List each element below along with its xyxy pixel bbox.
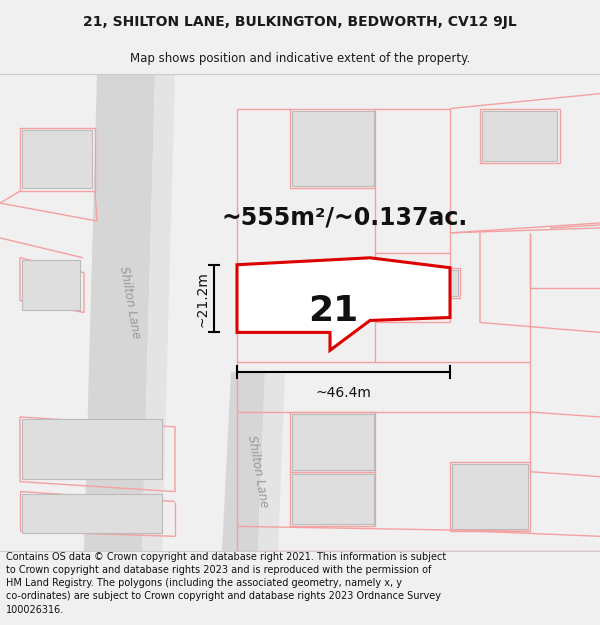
- Bar: [22, 131, 92, 188]
- Text: ~46.4m: ~46.4m: [316, 386, 371, 400]
- Text: Shilton Lane: Shilton Lane: [245, 434, 271, 509]
- Bar: [432, 270, 458, 296]
- Polygon shape: [84, 74, 155, 551]
- Text: Map shows position and indicative extent of the property.: Map shows position and indicative extent…: [130, 52, 470, 64]
- Text: Contains OS data © Crown copyright and database right 2021. This information is : Contains OS data © Crown copyright and d…: [6, 552, 446, 614]
- Text: ~21.2m: ~21.2m: [195, 271, 209, 326]
- Bar: [292, 111, 374, 186]
- Polygon shape: [258, 372, 285, 551]
- Bar: [292, 474, 374, 524]
- Polygon shape: [142, 74, 175, 551]
- Text: 21: 21: [308, 294, 359, 328]
- Bar: [22, 419, 162, 479]
- Text: ~555m²/~0.137ac.: ~555m²/~0.137ac.: [222, 206, 468, 230]
- Bar: [292, 414, 374, 469]
- Text: 21, SHILTON LANE, BULKINGTON, BEDWORTH, CV12 9JL: 21, SHILTON LANE, BULKINGTON, BEDWORTH, …: [83, 15, 517, 29]
- Polygon shape: [222, 372, 265, 551]
- Bar: [452, 464, 528, 529]
- Bar: [482, 111, 557, 161]
- Bar: [22, 260, 80, 309]
- Text: Shilton Lane: Shilton Lane: [117, 266, 143, 340]
- Bar: [22, 494, 162, 533]
- Polygon shape: [237, 258, 450, 350]
